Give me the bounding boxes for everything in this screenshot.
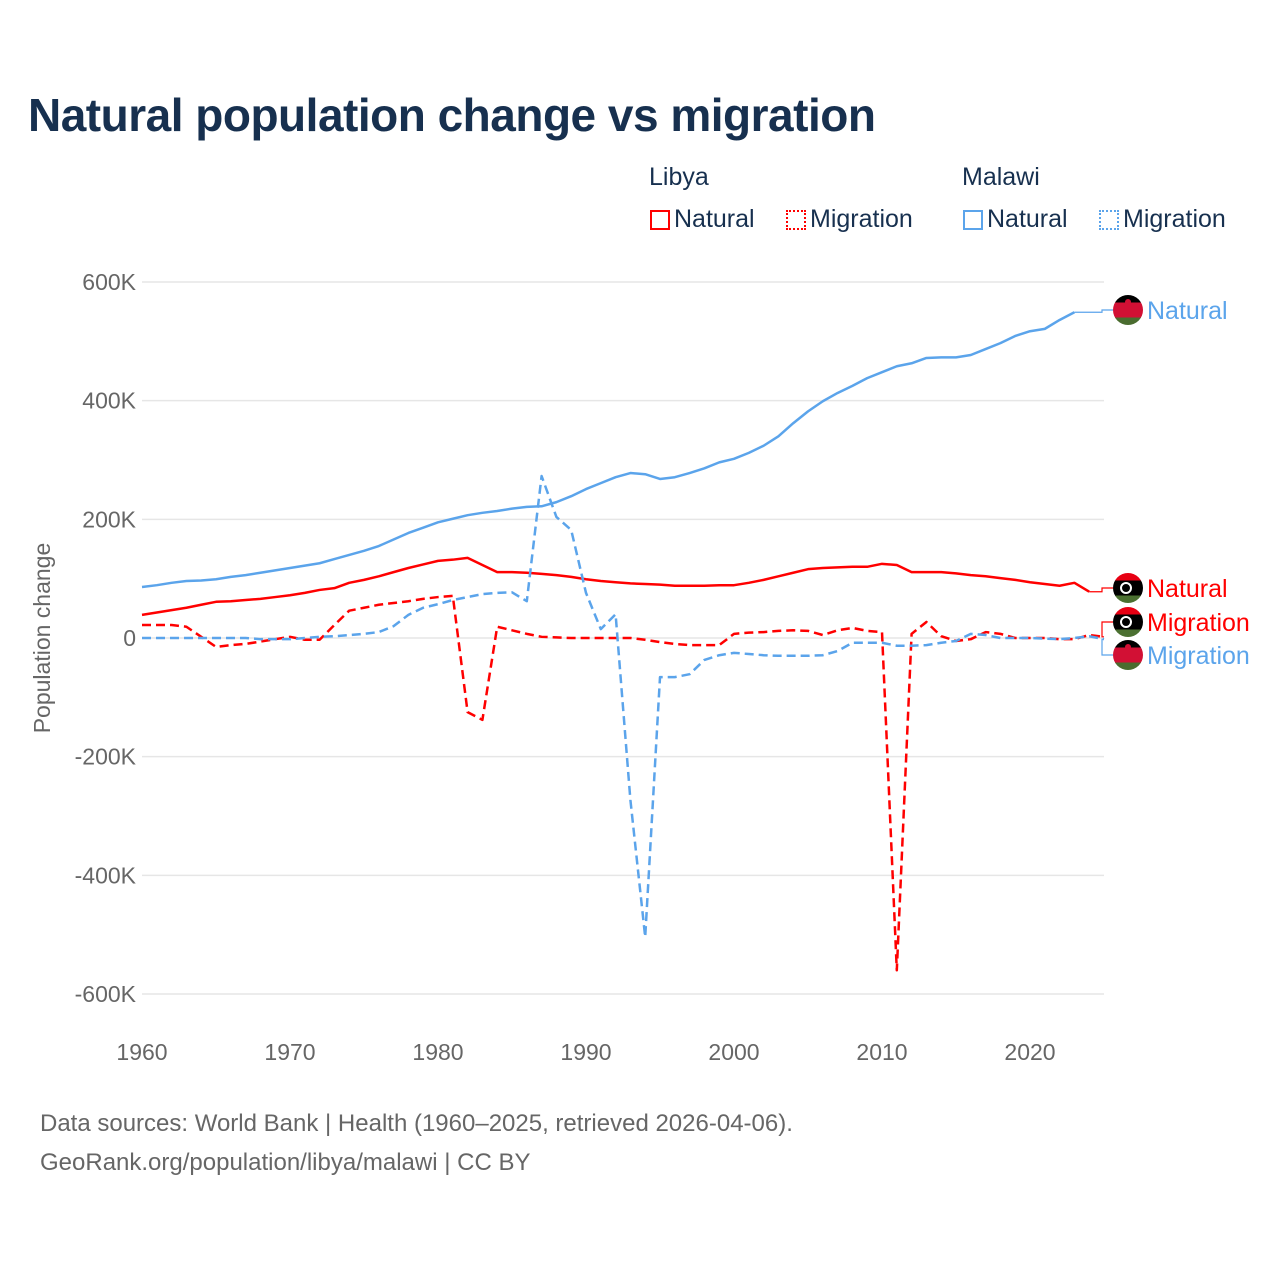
- x-tick-label: 1970: [264, 1039, 315, 1065]
- label-connector: [1089, 587, 1113, 593]
- footer-link[interactable]: GeoRank.org/population/libya/malawi | CC…: [40, 1149, 531, 1176]
- end-label-malawi-migration: Migration: [1147, 642, 1250, 670]
- y-tick-label: 200K: [82, 506, 136, 532]
- libya-flag-icon: [1113, 573, 1143, 603]
- y-tick-label: -200K: [75, 744, 137, 770]
- y-tick-label: 400K: [82, 388, 136, 414]
- y-tick-label: -600K: [75, 981, 137, 1007]
- malawi-flag-icon: [1113, 640, 1143, 670]
- legend-group-malawi: Malawi: [962, 163, 1040, 191]
- x-tick-label: 2000: [708, 1039, 759, 1065]
- dotted-swatch-icon: [1099, 209, 1119, 230]
- legend-malawi-natural[interactable]: Natural: [963, 205, 1068, 234]
- end-label-libya-migration: Migration: [1147, 609, 1250, 637]
- legend-label: Migration: [1123, 205, 1226, 233]
- series-line-libya-migration: [142, 594, 1105, 972]
- y-axis-label: Population change: [29, 543, 55, 734]
- label-connector: [1101, 621, 1113, 638]
- end-label-malawi-natural: Natural: [1147, 297, 1228, 325]
- libya-flag-icon: [1113, 607, 1143, 637]
- x-tick-label: 1960: [116, 1039, 167, 1065]
- solid-swatch-icon: [650, 209, 670, 230]
- legend-libya-natural[interactable]: Natural: [650, 205, 755, 234]
- series-line-malawi-natural: [141, 311, 1075, 589]
- y-tick-label: 0: [123, 625, 136, 651]
- label-connector: [1074, 309, 1113, 313]
- footer-sources: Data sources: World Bank | Health (1960–…: [40, 1110, 793, 1137]
- end-label-libya-natural: Natural: [1147, 575, 1228, 603]
- label-connector: [1101, 638, 1113, 656]
- x-tick-label: 1980: [412, 1039, 463, 1065]
- y-tick-label: -400K: [75, 862, 137, 888]
- x-tick-label: 2020: [1004, 1039, 1055, 1065]
- x-tick-label: 1990: [560, 1039, 611, 1065]
- legend-malawi-migration[interactable]: Migration: [1099, 205, 1226, 234]
- x-tick-label: 2010: [856, 1039, 907, 1065]
- legend-label: Natural: [987, 205, 1068, 233]
- solid-swatch-icon: [963, 209, 983, 230]
- chart-title: Natural population change vs migration: [28, 89, 876, 141]
- dotted-swatch-icon: [786, 209, 806, 230]
- series-line-libya-natural: [141, 556, 1090, 617]
- legend-label: Migration: [810, 205, 913, 233]
- series-line-malawi-migration: [142, 474, 1105, 939]
- y-tick-label: 600K: [82, 269, 136, 295]
- legend-label: Natural: [674, 205, 755, 233]
- legend-group-libya: Libya: [649, 163, 709, 191]
- legend-libya-migration[interactable]: Migration: [786, 205, 913, 234]
- malawi-flag-icon: [1113, 295, 1143, 325]
